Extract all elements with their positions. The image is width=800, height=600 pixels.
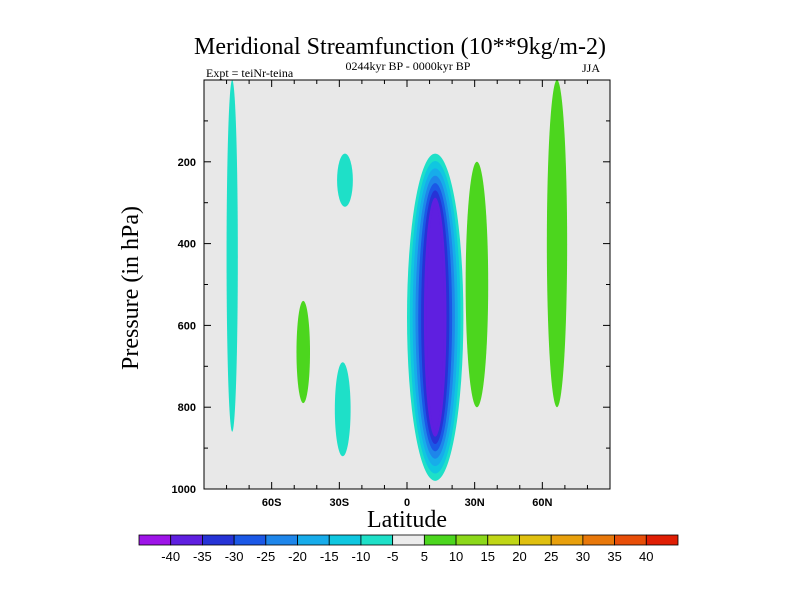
colorbar-label: -40 <box>161 549 180 564</box>
colorbar-swatch <box>423 534 457 546</box>
colorbar-label: 5 <box>421 549 428 564</box>
colorbar-label: 35 <box>607 549 621 564</box>
colorbar-label: -30 <box>225 549 244 564</box>
colorbar-swatch <box>202 534 235 546</box>
colorbar-label: 25 <box>544 549 558 564</box>
colorbar-swatch <box>297 534 330 546</box>
colorbar-label: 10 <box>449 549 463 564</box>
colorbar-swatch <box>265 534 298 546</box>
colorbar-swatch <box>360 534 394 546</box>
period-label: 0244kyr BP - 0000kyr BP <box>346 59 471 73</box>
colorbar-swatch <box>582 534 615 546</box>
colorbar-label: -5 <box>387 549 399 564</box>
colorbar-swatch <box>170 534 203 546</box>
contour-pos-band-30n <box>465 161 489 408</box>
experiment-label: Expt = teiNr-teina <box>206 66 294 80</box>
colorbar: -40 -35 -30 -25 -20 -15 -10 -5 5 10 15 20 25 30 35 40 <box>138 534 679 564</box>
colorbar-swatch <box>519 534 552 546</box>
contour-fields <box>226 80 568 481</box>
x-tick-label: 30S <box>330 497 350 509</box>
contour-neg-band-80s <box>226 80 238 432</box>
colorbar-swatch <box>487 534 520 546</box>
axis-ticks: 60S 30S 0 30N 60N 200 400 600 800 1000 <box>172 80 611 509</box>
y-axis-label: Pressure (in hPa) <box>118 206 144 370</box>
x-tick-label: 60S <box>262 497 282 509</box>
chart-title: Meridional Streamfunction (10**9kg/m-2) <box>194 34 606 60</box>
contour-neg-core-5n-7 <box>426 205 444 430</box>
colorbar-swatch <box>645 534 679 546</box>
colorbar-label: 40 <box>639 549 653 564</box>
colorbar-label: -20 <box>288 549 307 564</box>
contour-neg-blob-27s <box>337 153 353 207</box>
contour-pos-band-65n <box>546 80 568 408</box>
season-label: JJA <box>582 61 600 75</box>
contour-pos-blob-45s <box>296 300 311 404</box>
y-tick-label: 1000 <box>172 484 196 496</box>
colorbar-swatch <box>138 534 172 546</box>
colorbar-label: 15 <box>481 549 495 564</box>
x-tick-label: 0 <box>404 497 410 509</box>
colorbar-swatch <box>328 534 362 546</box>
colorbar-label: -10 <box>352 549 371 564</box>
colorbar-label: -25 <box>256 549 275 564</box>
contour-neg-blob-27s-lower <box>334 362 351 457</box>
colorbar-label: -15 <box>320 549 339 564</box>
colorbar-swatch <box>614 534 647 546</box>
x-tick-label: 60N <box>532 497 552 509</box>
y-tick-label: 600 <box>178 320 196 332</box>
x-axis-label: Latitude <box>367 507 447 533</box>
colorbar-label: 20 <box>512 549 526 564</box>
y-tick-label: 800 <box>178 402 196 414</box>
colorbar-label: -35 <box>193 549 212 564</box>
colorbar-swatch <box>392 534 425 546</box>
colorbar-swatch <box>233 534 267 546</box>
y-tick-label: 200 <box>178 157 196 169</box>
y-tick-label: 400 <box>178 239 196 251</box>
colorbar-label: 30 <box>576 549 590 564</box>
colorbar-swatch <box>550 534 584 546</box>
plot-area <box>204 80 610 489</box>
colorbar-swatch <box>455 534 489 546</box>
x-tick-label: 30N <box>465 497 485 509</box>
